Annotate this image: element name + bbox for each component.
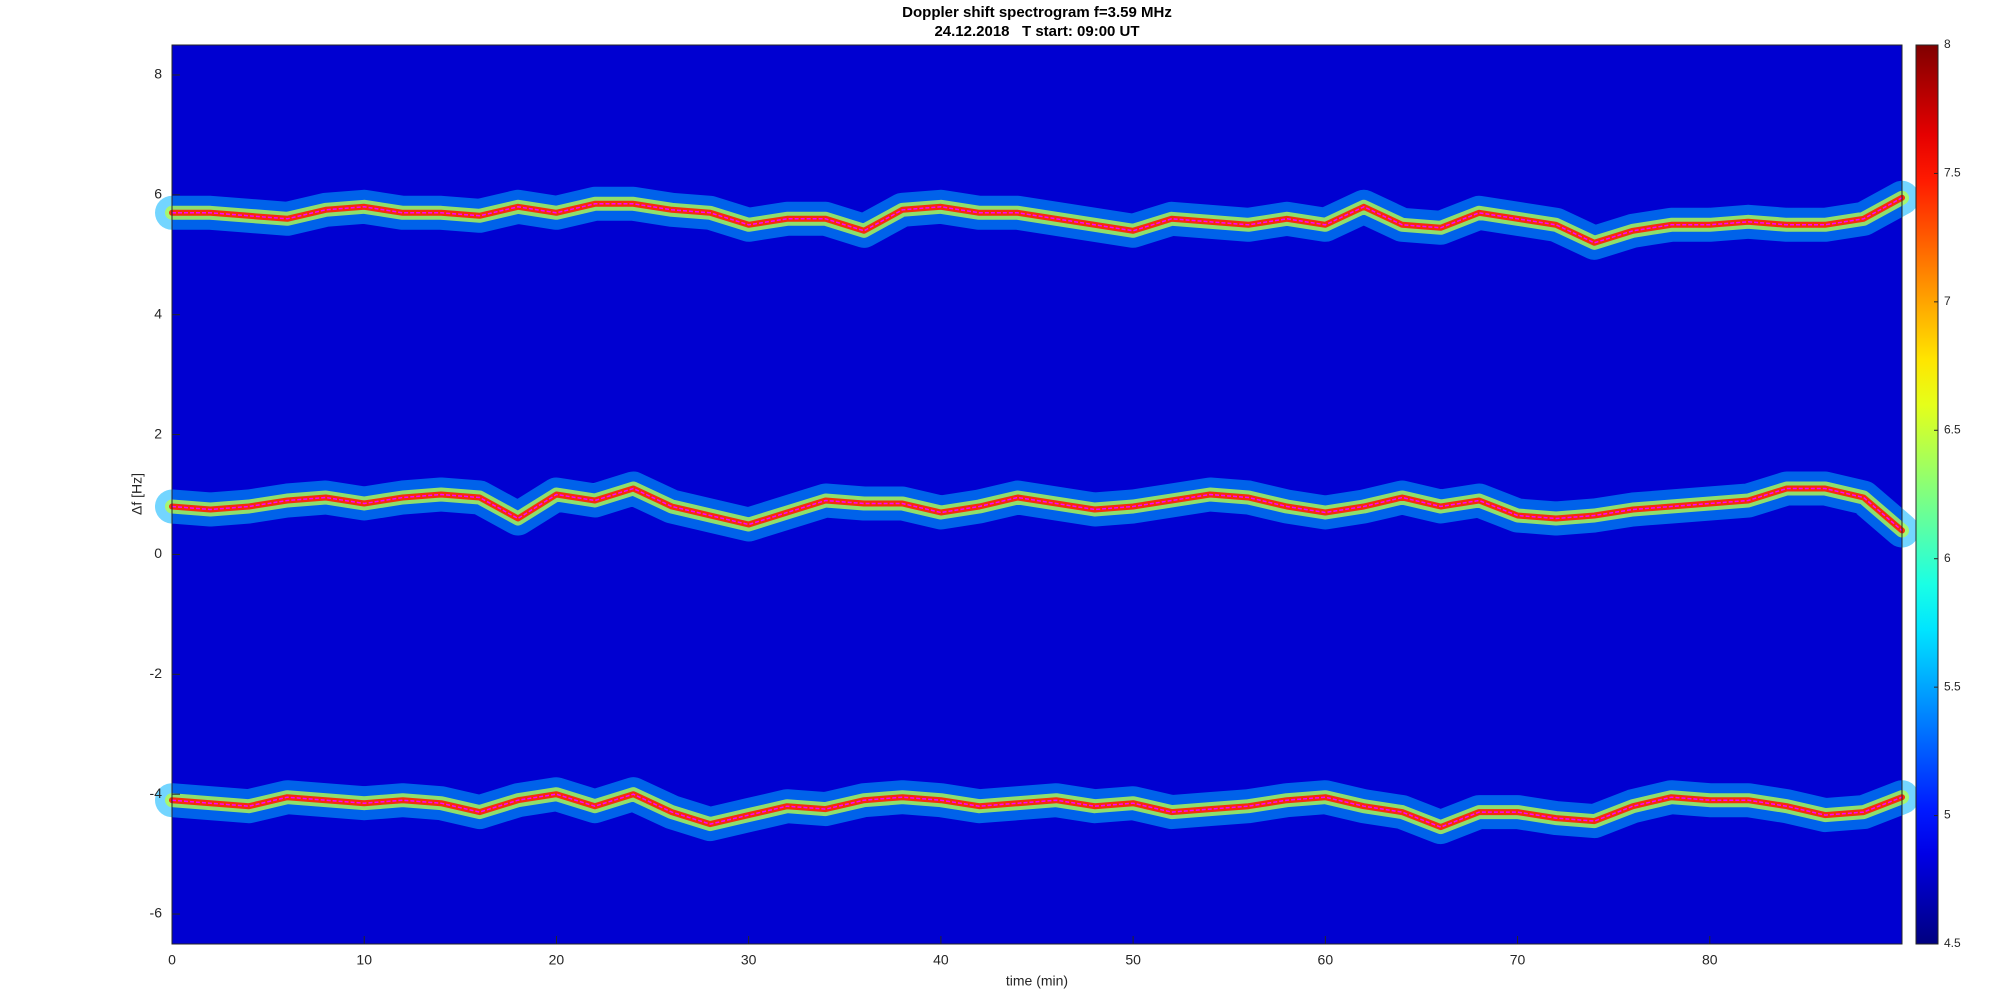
y-axis-label: Δf [Hz]	[129, 473, 145, 515]
colorbar-tick-label: 6.5	[1944, 422, 1961, 436]
trace-line	[171, 793, 1903, 828]
y-tick-label: 0	[154, 545, 162, 561]
trace-line	[171, 487, 1903, 532]
x-tick-label: 80	[1702, 952, 1718, 968]
colorbar-tick-label: 7	[1944, 294, 1951, 308]
colorbar-tick-label: 6	[1944, 551, 1951, 565]
y-tick-label: 6	[154, 186, 162, 202]
x-tick-label: 60	[1318, 952, 1334, 968]
trace-line	[172, 197, 1903, 244]
colorbar-tick-label: 5	[1944, 808, 1951, 822]
x-tick-label: 40	[933, 952, 949, 968]
y-tick-label: 2	[154, 425, 162, 441]
y-tick-label: 8	[154, 66, 162, 82]
x-tick-label: 10	[356, 952, 372, 968]
x-tick-label: 0	[168, 952, 176, 968]
y-tick-label: -6	[150, 905, 163, 921]
x-tick-label: 70	[1510, 952, 1526, 968]
y-tick-label: -4	[150, 785, 163, 801]
y-tick-label: -2	[150, 665, 163, 681]
chart-subtitle: 24.12.2018 T start: 09:00 UT	[934, 23, 1139, 40]
x-tick-label: 30	[741, 952, 757, 968]
colorbar-tick-label: 8	[1944, 37, 1951, 51]
x-tick-label: 20	[549, 952, 565, 968]
y-tick-label: 4	[154, 305, 162, 321]
colorbar	[1915, 44, 1939, 945]
chart-title: Doppler shift spectrogram f=3.59 MHz	[902, 4, 1172, 21]
colorbar-tick-label: 4.5	[1944, 936, 1961, 950]
x-tick-label: 50	[1125, 952, 1141, 968]
colorbar-tick-label: 5.5	[1944, 679, 1961, 693]
x-axis-label: time (min)	[1006, 973, 1068, 989]
colorbar-tick-label: 7.5	[1944, 166, 1961, 180]
plot-frame	[171, 44, 1903, 945]
